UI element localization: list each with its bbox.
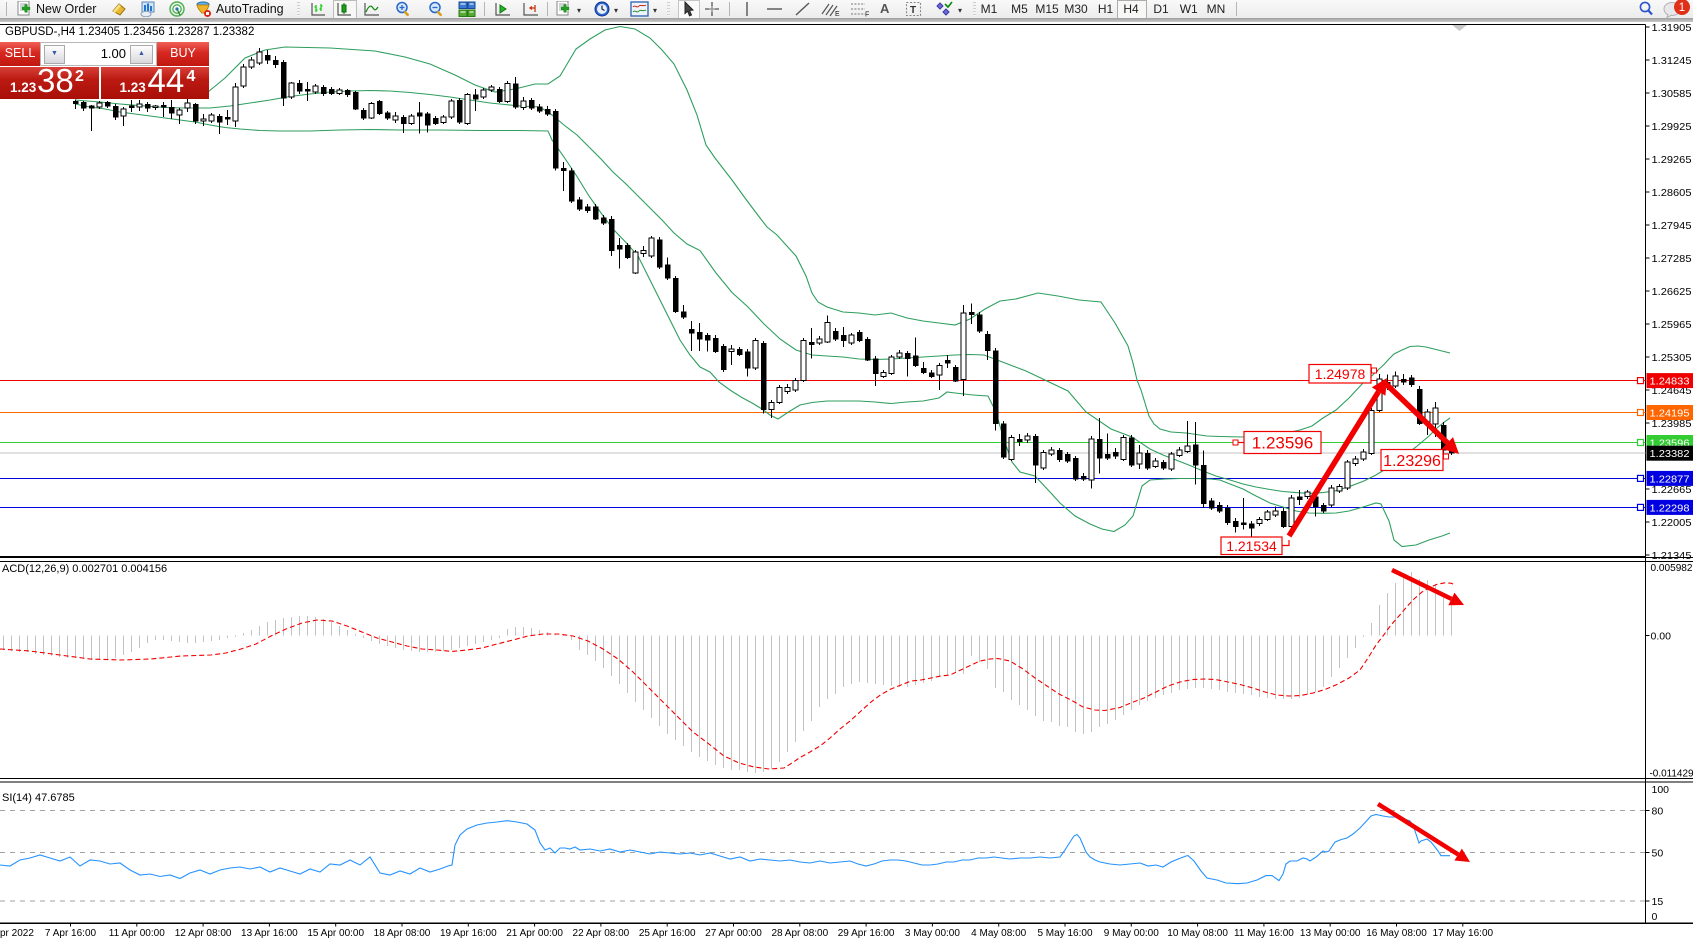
svg-text:19 Apr 16:00: 19 Apr 16:00 <box>440 928 497 939</box>
svg-text:1.25305: 1.25305 <box>1652 352 1692 364</box>
svg-text:1.29265: 1.29265 <box>1652 154 1692 166</box>
svg-text:17 May 16:00: 17 May 16:00 <box>1432 928 1493 939</box>
svg-text:1.23596: 1.23596 <box>1252 434 1313 453</box>
svg-text:11 Apr 00:00: 11 Apr 00:00 <box>109 928 165 939</box>
svg-text:80: 80 <box>1652 806 1664 818</box>
svg-text:50: 50 <box>1652 848 1664 860</box>
svg-text:16 May 08:00: 16 May 08:00 <box>1366 928 1427 939</box>
svg-text:1.29925: 1.29925 <box>1652 121 1692 133</box>
svg-text:28 Apr 08:00: 28 Apr 08:00 <box>771 928 828 939</box>
svg-text:1.28605: 1.28605 <box>1652 187 1692 199</box>
svg-text:1.21345: 1.21345 <box>1652 550 1692 562</box>
svg-text:1.22877: 1.22877 <box>1650 473 1690 485</box>
svg-text:13 May 00:00: 13 May 00:00 <box>1300 928 1361 939</box>
svg-text:-0.011429: -0.011429 <box>1650 768 1693 780</box>
svg-text:5 May 16:00: 5 May 16:00 <box>1037 928 1092 939</box>
svg-text:1: 1 <box>1679 2 1685 14</box>
svg-text:ACD(12,26,9) 0.002701 0.004156: ACD(12,26,9) 0.002701 0.004156 <box>2 563 167 575</box>
svg-text:11 May 16:00: 11 May 16:00 <box>1234 928 1294 939</box>
svg-text:9 May 00:00: 9 May 00:00 <box>1104 928 1159 939</box>
svg-text:GBPUSD-,H4 1.23405 1.23456 1.: GBPUSD-,H4 1.23405 1.23456 1.23287 1.233… <box>5 26 254 38</box>
svg-text:SI(14) 47.6785: SI(14) 47.6785 <box>2 792 75 804</box>
svg-text:7 Apr 16:00: 7 Apr 16:00 <box>45 928 97 939</box>
svg-text:1.30585: 1.30585 <box>1652 88 1692 100</box>
svg-text:15: 15 <box>1652 896 1664 908</box>
svg-text:1.31245: 1.31245 <box>1652 55 1692 67</box>
svg-text:3 May 00:00: 3 May 00:00 <box>905 928 960 939</box>
svg-text:E: E <box>835 11 840 17</box>
svg-text:12 Apr 08:00: 12 Apr 08:00 <box>175 928 232 939</box>
svg-text:1.22005: 1.22005 <box>1652 517 1692 529</box>
svg-text:1.25965: 1.25965 <box>1652 319 1692 331</box>
svg-text:100: 100 <box>1652 784 1670 796</box>
svg-text:1.26625: 1.26625 <box>1652 286 1692 298</box>
svg-text:1.23296: 1.23296 <box>1383 453 1441 470</box>
svg-text:10 May 08:00: 10 May 08:00 <box>1167 928 1228 939</box>
svg-text:0.005982: 0.005982 <box>1651 562 1693 574</box>
svg-text:1.23382: 1.23382 <box>1650 448 1690 460</box>
svg-text:21 Apr 00:00: 21 Apr 00:00 <box>506 928 563 939</box>
svg-text:1.24833: 1.24833 <box>1650 376 1690 388</box>
svg-text:1.21534: 1.21534 <box>1226 538 1277 554</box>
svg-text:27 Apr 00:00: 27 Apr 00:00 <box>705 928 762 939</box>
svg-text:1.24978: 1.24978 <box>1315 366 1366 382</box>
svg-text:1.24195: 1.24195 <box>1650 408 1690 420</box>
svg-text:0: 0 <box>1652 911 1658 923</box>
svg-text:1.22298: 1.22298 <box>1650 502 1690 514</box>
svg-text:1.31905: 1.31905 <box>1652 22 1692 34</box>
svg-text:1.27285: 1.27285 <box>1652 253 1692 265</box>
svg-text:29 Apr 16:00: 29 Apr 16:00 <box>838 928 895 939</box>
svg-text:pr 2022: pr 2022 <box>0 928 34 939</box>
svg-text:13 Apr 16:00: 13 Apr 16:00 <box>241 928 298 939</box>
svg-text:F: F <box>865 12 869 18</box>
svg-text:25 Apr 16:00: 25 Apr 16:00 <box>639 928 696 939</box>
svg-text:4 May 08:00: 4 May 08:00 <box>971 928 1026 939</box>
svg-text:T: T <box>910 5 916 16</box>
svg-text:15 Apr 00:00: 15 Apr 00:00 <box>307 928 364 939</box>
svg-text:1.27945: 1.27945 <box>1652 220 1692 232</box>
svg-text:22 Apr 08:00: 22 Apr 08:00 <box>573 928 630 939</box>
svg-text:18 Apr 08:00: 18 Apr 08:00 <box>374 928 431 939</box>
svg-text:0.00: 0.00 <box>1651 631 1672 643</box>
